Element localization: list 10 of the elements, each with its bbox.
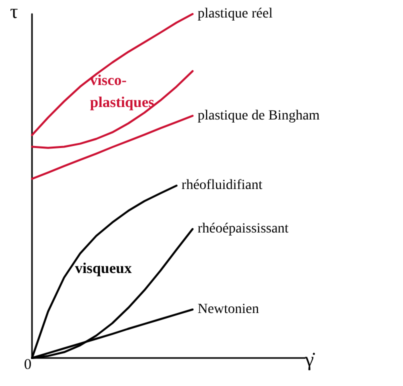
y-axis-title: τ <box>10 1 18 23</box>
annotation: visco- plastiques <box>90 73 154 111</box>
annotation: visqueux <box>75 261 132 277</box>
text: 0 <box>24 357 32 373</box>
x-axis-title: γ̇ <box>304 349 316 371</box>
series-label: plastique réel <box>198 6 273 22</box>
series-label: rhéoépaississant <box>198 222 289 236</box>
series-label: plastique de Bingham <box>198 108 320 124</box>
series-label: Newtonien <box>198 302 260 317</box>
series-label: rhéofluidifiant <box>182 178 262 194</box>
